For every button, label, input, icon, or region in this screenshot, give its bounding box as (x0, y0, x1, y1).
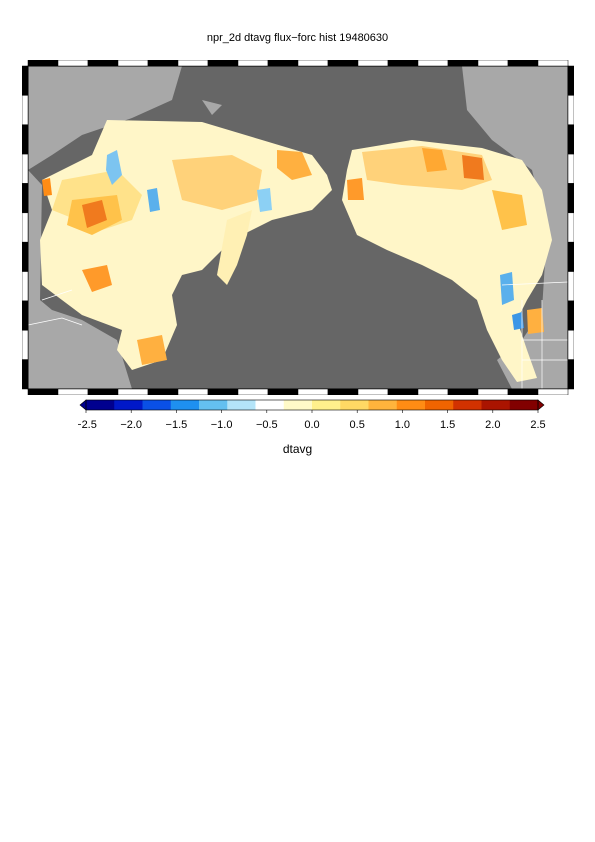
colorbar-swatch (142, 400, 172, 410)
colorbar-swatch (481, 400, 511, 410)
frame-tick-bottom (207, 388, 239, 395)
frame-tick-bottom (537, 388, 569, 395)
frame-tick-right (567, 124, 574, 155)
frame-tick-bottom (507, 388, 539, 395)
frame-tick-top (147, 60, 179, 67)
frame-tick-bottom (87, 388, 119, 395)
frame-tick-bottom (417, 388, 449, 395)
colorbar-tick-label: 1.5 (440, 419, 455, 431)
frame-tick-left (22, 153, 29, 184)
data-field-asia (40, 120, 332, 370)
data-field-kamchatka (217, 210, 252, 285)
frame-tick-top (357, 60, 389, 67)
map-title: npr_2d dtavg flux−forc hist 19480630 (206, 32, 389, 44)
colorbar-tick-label: 1.0 (395, 419, 410, 431)
colorbar-low-arrow (79, 399, 87, 411)
frame-tick-bottom (387, 388, 419, 395)
colorbar-tick-label: −1.0 (211, 419, 233, 431)
colorbar-swatch (312, 400, 341, 410)
frame-tick-left (22, 271, 29, 302)
colorbar-swatch (425, 400, 454, 410)
frame-tick-right (567, 153, 574, 184)
frame-tick-bottom (147, 388, 179, 395)
frame-tick-top (27, 60, 59, 67)
colorbar-swatch (368, 400, 398, 410)
frame-tick-top (117, 60, 149, 67)
frame-tick-left (22, 241, 29, 272)
frame-tick-right (567, 241, 574, 272)
frame-tick-top (537, 60, 569, 67)
frame-tick-bottom (27, 388, 59, 395)
colorbar-swatch (255, 400, 285, 410)
frame-tick-top (207, 60, 239, 67)
frame-tick-bottom (237, 388, 269, 395)
frame-tick-left (22, 359, 29, 390)
frame-tick-bottom (267, 388, 299, 395)
frame-tick-right (567, 65, 574, 96)
colorbar-tick-label: 2.5 (530, 419, 545, 431)
frame-tick-right (567, 330, 574, 360)
colorbar-tick-label: −2.0 (120, 419, 142, 431)
colorbar-swatch (199, 400, 228, 410)
frame-ticks (22, 60, 574, 395)
frame-tick-left (22, 300, 29, 331)
frame-tick-right (567, 95, 574, 125)
frame-tick-right (567, 359, 574, 390)
frame-tick-bottom (177, 388, 209, 395)
colorbar-swatch (340, 400, 369, 410)
frame-tick-left (22, 65, 29, 96)
frame-tick-top (57, 60, 89, 67)
colorbar-swatch (283, 400, 313, 410)
frame-tick-bottom (57, 388, 89, 395)
frame-tick-top (417, 60, 449, 67)
colorbar-tick-label: −0.5 (256, 419, 278, 431)
frame-tick-top (327, 60, 359, 67)
colorbar-swatch (396, 400, 426, 410)
colorbar-swatch (114, 400, 143, 410)
data-field-america (342, 140, 552, 382)
colorbar: −2.5 −2.0 −1.5 −1.0 −0.5 0.0 0.5 1.0 1.5 2.0 2.5 (78, 399, 546, 431)
frame-tick-top (237, 60, 269, 67)
frame-tick-bottom (477, 388, 509, 395)
frame-tick-left (22, 183, 29, 214)
colorbar-tick-label: 2.0 (485, 419, 500, 431)
frame-tick-bottom (357, 388, 389, 395)
frame-tick-top (507, 60, 539, 67)
land-mask (28, 66, 568, 389)
frame-tick-left (22, 95, 29, 125)
frame-tick-left (22, 212, 29, 243)
frame-tick-top (447, 60, 479, 67)
colorbar-tick-label: 0.5 (350, 419, 365, 431)
frame-tick-right (567, 212, 574, 243)
frame-tick-bottom (297, 388, 329, 395)
frame-tick-top (87, 60, 119, 67)
frame-tick-top (477, 60, 509, 67)
frame-tick-bottom (327, 388, 359, 395)
frame-tick-left (22, 330, 29, 360)
colorbar-tick-label: −2.5 (78, 419, 97, 431)
frame-tick-right (567, 183, 574, 214)
frame-tick-top (267, 60, 299, 67)
map-panel (22, 60, 574, 395)
frame-tick-bottom (447, 388, 479, 395)
colorbar-label: dtavg (282, 442, 313, 456)
colorbar-swatch (86, 400, 115, 410)
colorbar-swatch (170, 400, 200, 410)
colorbar-swatch (227, 400, 256, 410)
frame-tick-left (22, 124, 29, 155)
colorbar-tick-label: −1.5 (166, 419, 188, 431)
frame-tick-top (177, 60, 209, 67)
colorbar-tick-label: 0.0 (304, 419, 319, 431)
frame-tick-bottom (117, 388, 149, 395)
frame-tick-right (567, 271, 574, 302)
frame-tick-top (297, 60, 329, 67)
frame-tick-right (567, 300, 574, 331)
frame-tick-top (387, 60, 419, 67)
colorbar-swatch (453, 400, 482, 410)
colorbar-high-arrow (537, 399, 545, 411)
political-borders (27, 281, 569, 389)
colorbar-swatch (509, 400, 539, 410)
